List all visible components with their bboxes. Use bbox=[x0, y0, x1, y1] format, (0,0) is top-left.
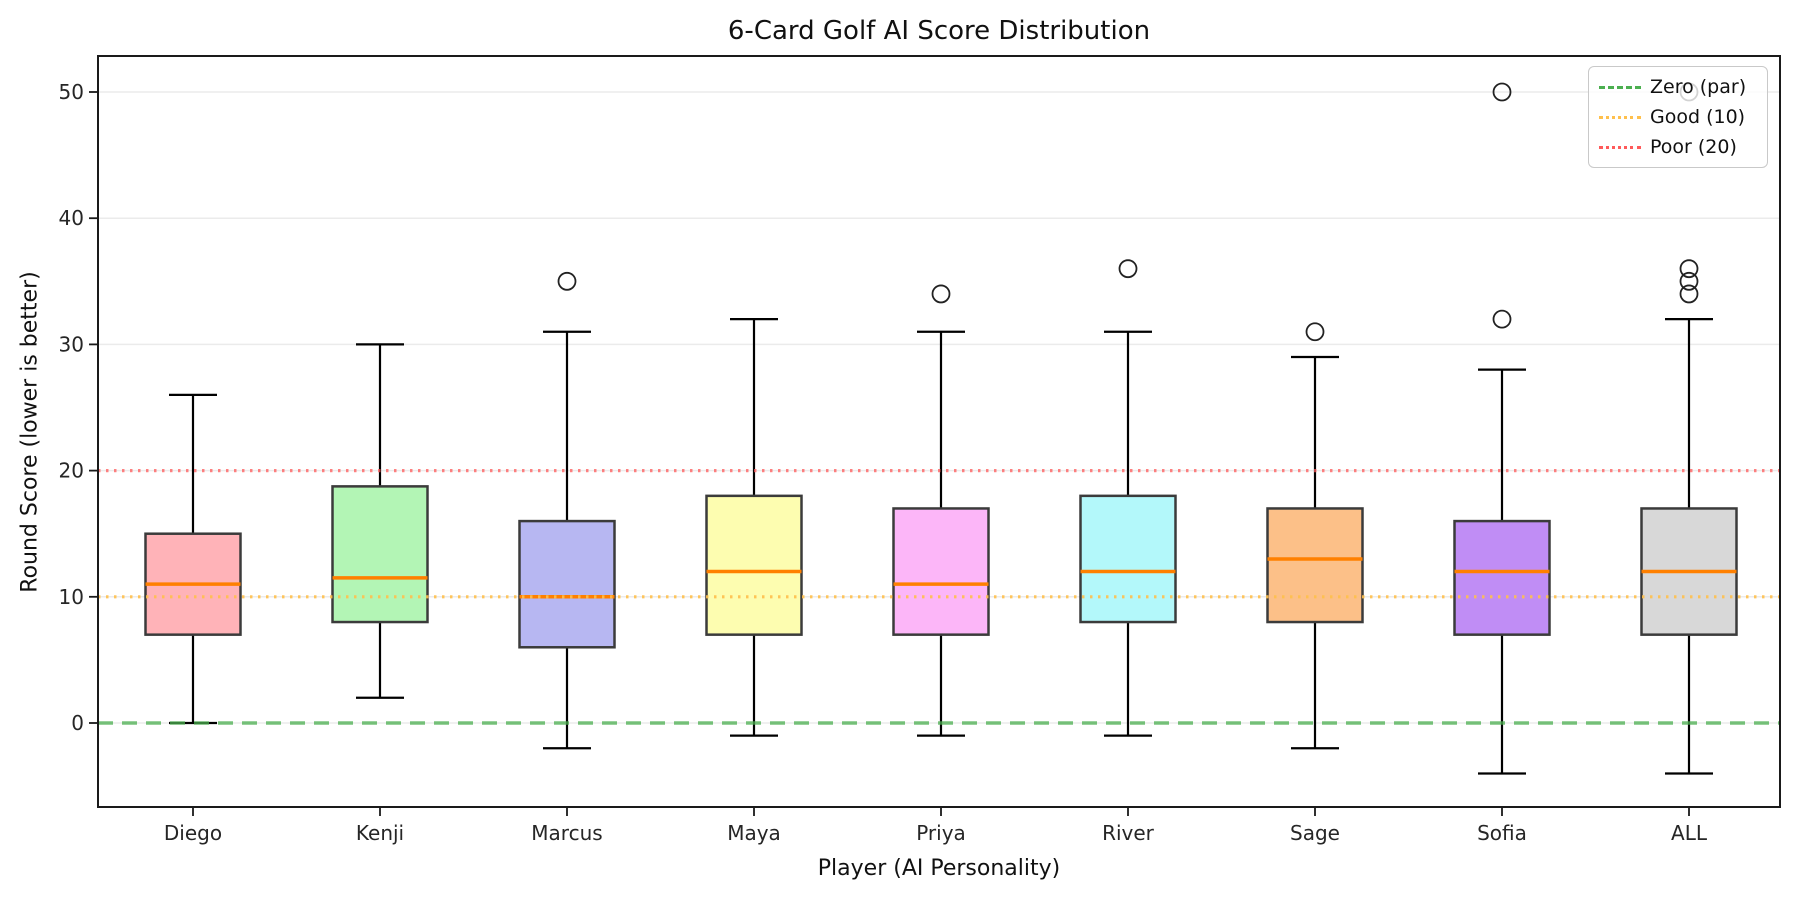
box-Kenji bbox=[331, 485, 429, 624]
x-tick-label: Diego bbox=[164, 821, 222, 845]
outlier-Sage-31 bbox=[1305, 322, 1325, 342]
y-tick-label: 10 bbox=[59, 585, 84, 609]
box-Marcus bbox=[518, 519, 616, 649]
box-River bbox=[1079, 494, 1177, 624]
y-tick-label: 30 bbox=[59, 332, 84, 356]
outlier-Sofia-50 bbox=[1492, 82, 1512, 102]
legend-label: Zero (par) bbox=[1650, 76, 1747, 98]
dashed-line-icon bbox=[1599, 85, 1641, 89]
x-tick-label: Sage bbox=[1290, 821, 1340, 845]
legend-item-good: Good (10) bbox=[1599, 104, 1757, 130]
y-tick-label: 20 bbox=[59, 459, 84, 483]
box-Sofia bbox=[1453, 519, 1551, 636]
outlier-Marcus-35 bbox=[557, 271, 577, 291]
x-tick-label: ALL bbox=[1671, 821, 1708, 845]
legend-item-zero: Zero (par) bbox=[1599, 74, 1757, 100]
legend-item-poor: Poor (20) bbox=[1599, 134, 1757, 160]
dotted-line-icon bbox=[1599, 115, 1641, 119]
y-tick-label: 0 bbox=[71, 711, 84, 735]
outlier-Priya-34 bbox=[931, 284, 951, 304]
x-tick-label: Kenji bbox=[356, 821, 404, 845]
box-Sage bbox=[1266, 507, 1364, 624]
box-Priya bbox=[892, 507, 990, 636]
legend: Zero (par) Good (10) Poor (20) bbox=[1588, 66, 1768, 168]
chart-title: 6-Card Golf AI Score Distribution bbox=[727, 16, 1151, 46]
box-Maya bbox=[705, 494, 803, 636]
x-tick-label: Marcus bbox=[531, 821, 602, 845]
axes-spines bbox=[97, 55, 1781, 808]
x-tick-label: Priya bbox=[916, 821, 966, 845]
outlier-Sofia-32 bbox=[1492, 309, 1512, 329]
legend-label: Poor (20) bbox=[1650, 136, 1737, 158]
y-tick-label: 50 bbox=[59, 80, 84, 104]
x-tick-label: Sofia bbox=[1477, 821, 1527, 845]
legend-label: Good (10) bbox=[1650, 106, 1746, 128]
outlier-ALL-34 bbox=[1679, 284, 1699, 304]
y-axis-label: Round Score (lower is better) bbox=[17, 271, 43, 593]
dotted-line-icon bbox=[1599, 145, 1641, 149]
outlier-ALL-36 bbox=[1679, 259, 1699, 279]
outlier-ALL-35 bbox=[1679, 271, 1699, 291]
outlier-River-36 bbox=[1118, 259, 1138, 279]
y-tick-label: 40 bbox=[59, 206, 84, 230]
x-tick-label: Maya bbox=[727, 821, 781, 845]
x-tick-label: River bbox=[1102, 821, 1155, 845]
x-axis-label: Player (AI Personality) bbox=[817, 856, 1061, 881]
